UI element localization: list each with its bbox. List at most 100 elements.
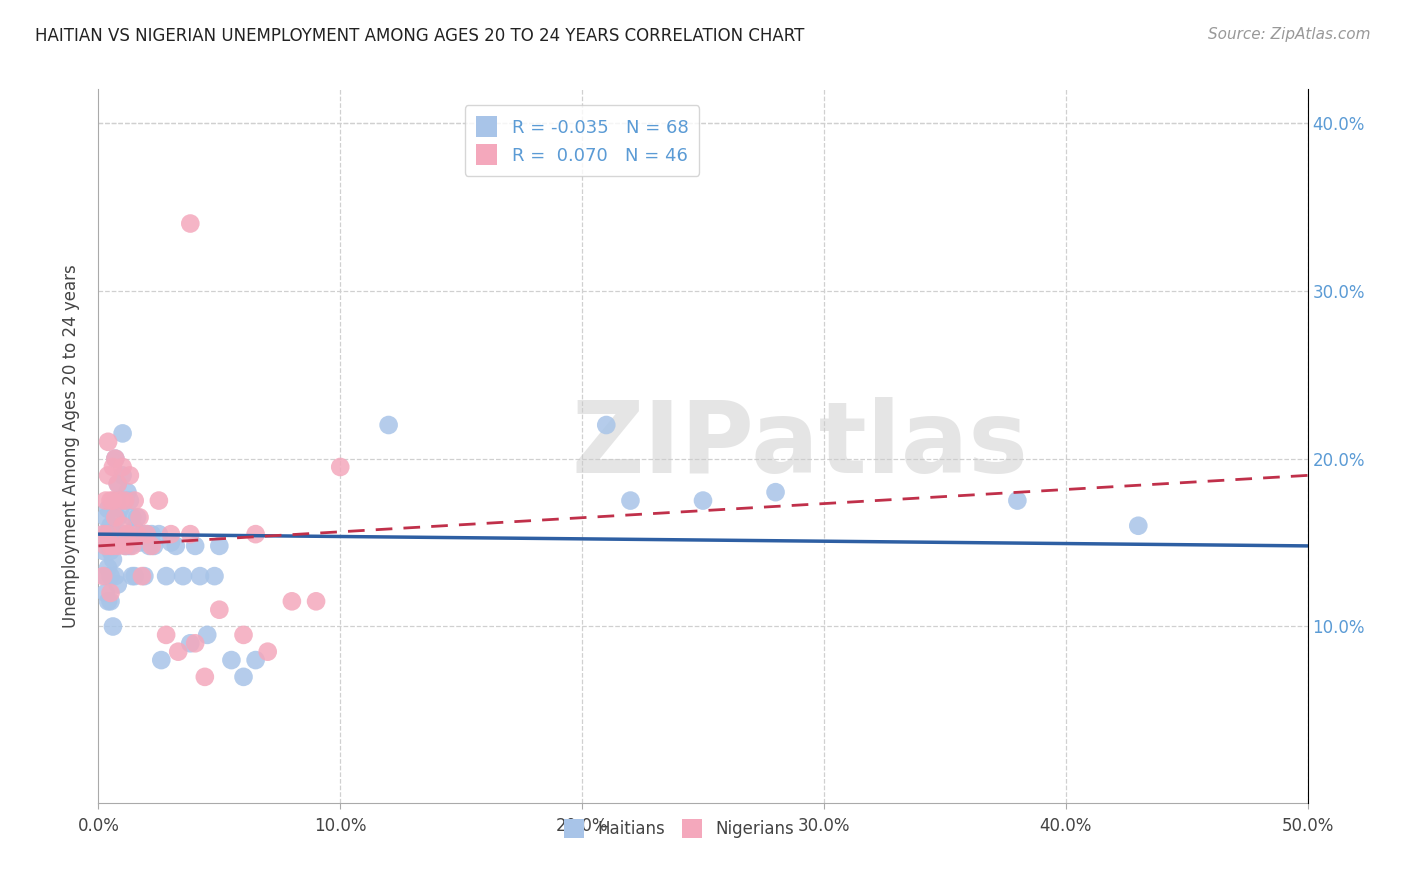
Point: [114, 493, 136, 508]
Point: [97, 502, 120, 516]
Point: [148, 527, 170, 541]
Point: [111, 468, 134, 483]
Point: [107, 476, 129, 491]
Point: [114, 493, 136, 508]
Point: [117, 527, 139, 541]
Point: [101, 539, 124, 553]
Point: [101, 619, 124, 633]
Point: [179, 217, 201, 231]
Point: [135, 527, 157, 541]
Text: Source: ZipAtlas.com: Source: ZipAtlas.com: [1208, 27, 1371, 42]
Point: [100, 544, 122, 558]
Point: [121, 539, 143, 553]
Point: [150, 653, 173, 667]
Point: [167, 645, 190, 659]
Point: [111, 527, 134, 541]
Point: [221, 653, 243, 667]
Point: [101, 527, 124, 541]
Point: [104, 451, 127, 466]
Point: [329, 460, 352, 475]
Point: [131, 527, 153, 541]
Point: [188, 569, 211, 583]
Point: [101, 493, 124, 508]
Point: [104, 569, 127, 583]
Point: [128, 535, 150, 549]
Point: [141, 527, 163, 541]
Point: [94, 493, 117, 508]
Point: [107, 476, 129, 491]
Point: [104, 493, 127, 508]
Point: [108, 535, 131, 549]
Point: [124, 493, 146, 508]
Point: [118, 539, 141, 553]
Point: [208, 539, 231, 553]
Point: [91, 544, 114, 558]
Point: [124, 569, 146, 583]
Point: [118, 493, 141, 508]
Point: [165, 539, 187, 553]
Point: [114, 539, 136, 553]
Point: [107, 577, 129, 591]
Point: [127, 527, 149, 541]
Point: [97, 527, 120, 541]
Point: [194, 670, 217, 684]
Point: [127, 510, 149, 524]
Point: [179, 527, 201, 541]
Point: [91, 527, 114, 541]
Point: [107, 539, 129, 553]
Point: [97, 468, 120, 483]
Point: [134, 569, 156, 583]
Point: [765, 485, 787, 500]
Point: [101, 552, 124, 566]
Point: [245, 653, 267, 667]
Point: [94, 586, 117, 600]
Point: [108, 493, 131, 508]
Point: [107, 510, 129, 524]
Point: [100, 518, 122, 533]
Point: [195, 628, 218, 642]
Point: [1007, 493, 1029, 508]
Text: HAITIAN VS NIGERIAN UNEMPLOYMENT AMONG AGES 20 TO 24 YEARS CORRELATION CHART: HAITIAN VS NIGERIAN UNEMPLOYMENT AMONG A…: [35, 27, 804, 45]
Point: [692, 493, 714, 508]
Point: [108, 502, 131, 516]
Point: [256, 645, 278, 659]
Point: [619, 493, 641, 508]
Point: [111, 460, 134, 475]
Point: [245, 527, 267, 541]
Point: [100, 594, 122, 608]
Point: [111, 426, 134, 441]
Point: [104, 510, 127, 524]
Point: [94, 510, 117, 524]
Point: [101, 460, 124, 475]
Point: [100, 493, 122, 508]
Point: [232, 670, 254, 684]
Point: [97, 560, 120, 574]
Point: [184, 636, 207, 650]
Point: [117, 485, 139, 500]
Point: [155, 628, 177, 642]
Point: [111, 518, 134, 533]
Point: [100, 586, 122, 600]
Point: [184, 539, 207, 553]
Point: [104, 451, 127, 466]
Point: [179, 636, 201, 650]
Point: [155, 569, 177, 583]
Point: [97, 527, 120, 541]
Point: [143, 539, 166, 553]
Point: [117, 539, 139, 553]
Point: [305, 594, 328, 608]
Point: [97, 434, 120, 449]
Point: [204, 569, 226, 583]
Point: [160, 535, 183, 549]
Point: [121, 510, 143, 524]
Point: [94, 539, 117, 553]
Point: [281, 594, 304, 608]
Point: [1128, 518, 1150, 533]
Point: [131, 569, 153, 583]
Point: [91, 527, 114, 541]
Point: [100, 569, 122, 583]
Point: [232, 628, 254, 642]
Point: [135, 527, 157, 541]
Text: ZIPatlas: ZIPatlas: [571, 398, 1028, 494]
Point: [121, 569, 143, 583]
